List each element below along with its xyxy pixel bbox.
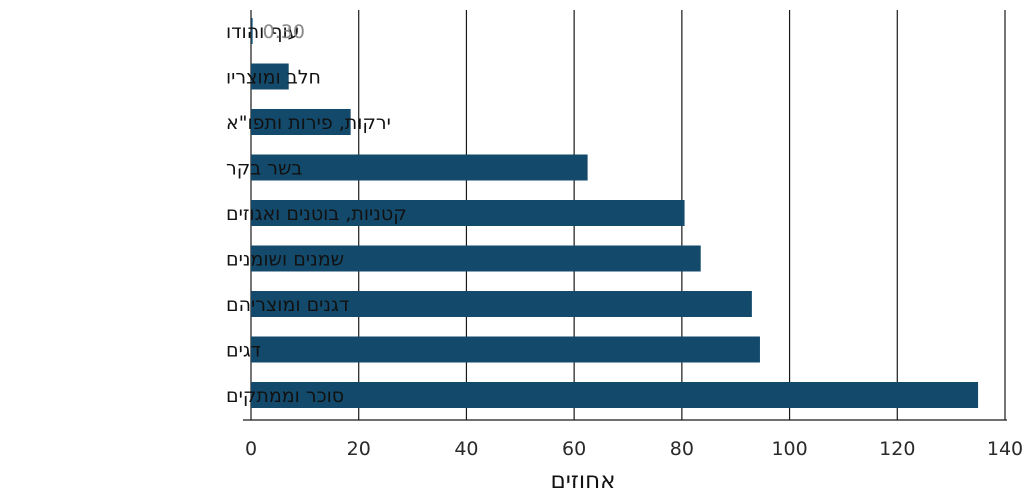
category-label: שמנים ושומנים xyxy=(226,249,344,271)
category-label: סוכר וממתקים xyxy=(226,385,344,407)
x-tick-label: 100 xyxy=(771,438,807,460)
category-labels: עוף והודו חלב ומוצריו ירקות, פירות ותפו"א ב… xyxy=(226,21,407,407)
bar xyxy=(251,291,752,317)
x-tick-label: 0 xyxy=(245,438,257,460)
category-label: ירקות, פירות ותפו"א xyxy=(226,112,391,134)
category-label: בשר בקר xyxy=(226,158,302,180)
bar xyxy=(251,382,979,408)
data-label: 0.30 xyxy=(263,21,305,43)
data-labels: 0.30 xyxy=(263,21,305,43)
bars-layer xyxy=(251,18,979,408)
bar xyxy=(251,154,588,181)
category-label: חלב ומוצריו xyxy=(226,67,321,89)
x-tick-label: 140 xyxy=(987,438,1023,460)
bar xyxy=(251,63,289,90)
bar xyxy=(251,200,685,226)
bar xyxy=(251,109,351,135)
x-tick-labels: 0 20 40 60 80 100 120 140 xyxy=(245,438,1023,460)
category-label: עוף והודו xyxy=(226,21,300,43)
bar xyxy=(251,18,253,44)
x-tick-label: 120 xyxy=(879,438,915,460)
x-tick-label: 80 xyxy=(670,438,694,460)
x-axis-title: אחוזים xyxy=(550,468,615,494)
category-label: דגים xyxy=(226,340,261,362)
category-label: דגנים ומוצריהם xyxy=(226,294,349,316)
x-tick-label: 40 xyxy=(454,438,478,460)
bar xyxy=(251,336,760,363)
x-tick-label: 20 xyxy=(347,438,371,460)
bar xyxy=(251,245,701,272)
category-label: קטניות, בוטנים ואגוזים xyxy=(226,203,407,225)
x-tick-label: 60 xyxy=(562,438,586,460)
